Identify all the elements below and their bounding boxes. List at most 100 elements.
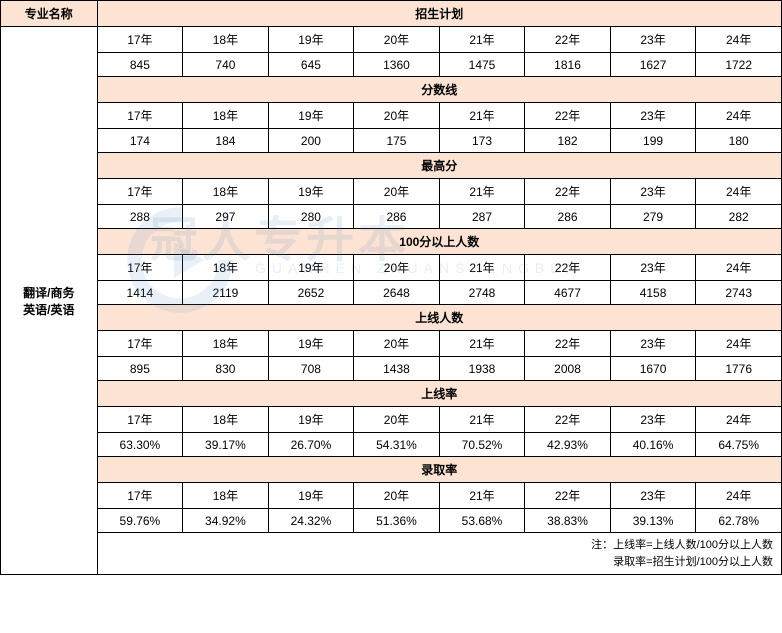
year-cell: 20年 (354, 27, 440, 53)
value-cell: 2008 (525, 357, 611, 381)
value-cell: 175 (354, 129, 440, 153)
year-cell: 17年 (97, 331, 183, 357)
value-cell: 4158 (610, 281, 696, 305)
section-header: 录取率 (97, 457, 781, 483)
value-cell: 288 (97, 205, 183, 229)
admissions-table: 专业名称招生计划翻译/商务英语/英语17年18年19年20年21年22年23年2… (0, 0, 782, 575)
year-cell: 19年 (268, 27, 354, 53)
section-header: 分数线 (97, 77, 781, 103)
value-cell: 42.93% (525, 433, 611, 457)
value-cell: 51.36% (354, 509, 440, 533)
year-cell: 23年 (610, 179, 696, 205)
value-cell: 1360 (354, 53, 440, 77)
value-cell: 279 (610, 205, 696, 229)
year-cell: 18年 (183, 407, 269, 433)
value-cell: 740 (183, 53, 269, 77)
year-cell: 23年 (610, 331, 696, 357)
year-cell: 22年 (525, 27, 611, 53)
year-cell: 20年 (354, 179, 440, 205)
year-cell: 24年 (696, 483, 782, 509)
value-cell: 286 (354, 205, 440, 229)
value-cell: 2748 (439, 281, 525, 305)
year-cell: 21年 (439, 255, 525, 281)
value-cell: 182 (525, 129, 611, 153)
value-cell: 39.13% (610, 509, 696, 533)
year-cell: 23年 (610, 27, 696, 53)
year-cell: 19年 (268, 255, 354, 281)
value-cell: 287 (439, 205, 525, 229)
value-cell: 2652 (268, 281, 354, 305)
value-cell: 24.32% (268, 509, 354, 533)
value-cell: 63.30% (97, 433, 183, 457)
year-cell: 24年 (696, 407, 782, 433)
year-cell: 17年 (97, 103, 183, 129)
value-cell: 1722 (696, 53, 782, 77)
year-cell: 22年 (525, 179, 611, 205)
value-cell: 1627 (610, 53, 696, 77)
value-cell: 282 (696, 205, 782, 229)
year-cell: 19年 (268, 407, 354, 433)
value-cell: 64.75% (696, 433, 782, 457)
year-cell: 21年 (439, 483, 525, 509)
year-cell: 21年 (439, 331, 525, 357)
year-cell: 20年 (354, 103, 440, 129)
value-cell: 200 (268, 129, 354, 153)
value-cell: 1816 (525, 53, 611, 77)
year-cell: 21年 (439, 103, 525, 129)
year-cell: 20年 (354, 331, 440, 357)
column-header-major: 专业名称 (1, 1, 98, 27)
section-header: 最高分 (97, 153, 781, 179)
year-cell: 24年 (696, 27, 782, 53)
value-cell: 199 (610, 129, 696, 153)
year-cell: 23年 (610, 407, 696, 433)
value-cell: 53.68% (439, 509, 525, 533)
year-cell: 23年 (610, 483, 696, 509)
year-cell: 24年 (696, 179, 782, 205)
year-cell: 22年 (525, 255, 611, 281)
year-cell: 18年 (183, 331, 269, 357)
section-header: 招生计划 (97, 1, 781, 27)
value-cell: 280 (268, 205, 354, 229)
value-cell: 180 (696, 129, 782, 153)
value-cell: 2119 (183, 281, 269, 305)
year-cell: 23年 (610, 103, 696, 129)
value-cell: 1475 (439, 53, 525, 77)
value-cell: 297 (183, 205, 269, 229)
major-name-cell: 翻译/商务英语/英语 (1, 27, 98, 575)
value-cell: 1938 (439, 357, 525, 381)
year-cell: 20年 (354, 483, 440, 509)
year-cell: 22年 (525, 407, 611, 433)
year-cell: 17年 (97, 483, 183, 509)
year-cell: 19年 (268, 103, 354, 129)
year-cell: 17年 (97, 179, 183, 205)
year-cell: 17年 (97, 255, 183, 281)
year-cell: 19年 (268, 179, 354, 205)
value-cell: 59.76% (97, 509, 183, 533)
value-cell: 830 (183, 357, 269, 381)
value-cell: 4677 (525, 281, 611, 305)
year-cell: 19年 (268, 331, 354, 357)
value-cell: 1438 (354, 357, 440, 381)
year-cell: 24年 (696, 103, 782, 129)
value-cell: 1414 (97, 281, 183, 305)
value-cell: 174 (97, 129, 183, 153)
year-cell: 24年 (696, 331, 782, 357)
value-cell: 2648 (354, 281, 440, 305)
value-cell: 1776 (696, 357, 782, 381)
value-cell: 38.83% (525, 509, 611, 533)
section-header: 上线率 (97, 381, 781, 407)
value-cell: 34.92% (183, 509, 269, 533)
year-cell: 18年 (183, 255, 269, 281)
value-cell: 845 (97, 53, 183, 77)
value-cell: 40.16% (610, 433, 696, 457)
year-cell: 22年 (525, 103, 611, 129)
year-cell: 21年 (439, 407, 525, 433)
year-cell: 22年 (525, 483, 611, 509)
year-cell: 18年 (183, 179, 269, 205)
year-cell: 22年 (525, 331, 611, 357)
footnote-cell: 注：上线率=上线人数/100分以上人数录取率=招生计划/100分以上人数 (97, 533, 781, 575)
value-cell: 39.17% (183, 433, 269, 457)
year-cell: 17年 (97, 27, 183, 53)
value-cell: 2743 (696, 281, 782, 305)
year-cell: 20年 (354, 255, 440, 281)
